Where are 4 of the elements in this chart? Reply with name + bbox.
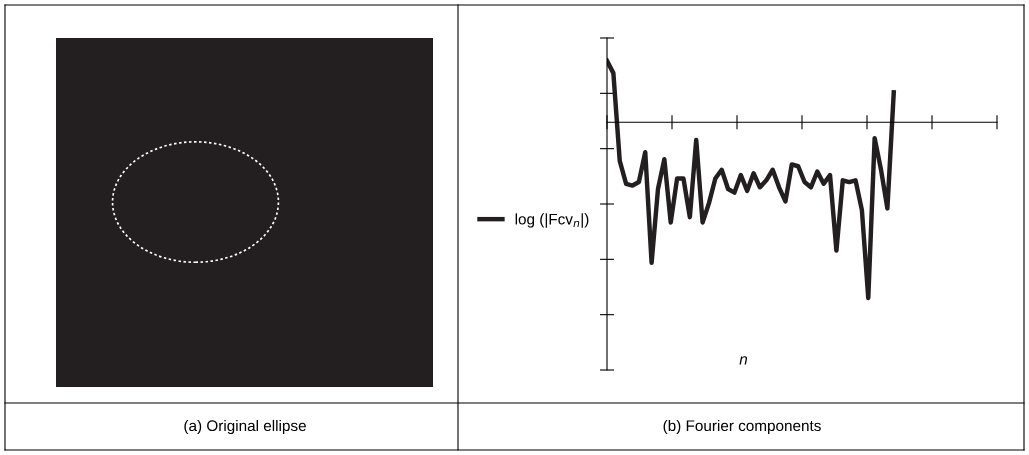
x-axis-title: n [739,356,748,365]
legend-label: log (|Fcv$_{n}$|) [515,213,589,228]
text: (b) Fourier components [663,419,821,435]
text: (a) Original ellipse [184,419,306,435]
